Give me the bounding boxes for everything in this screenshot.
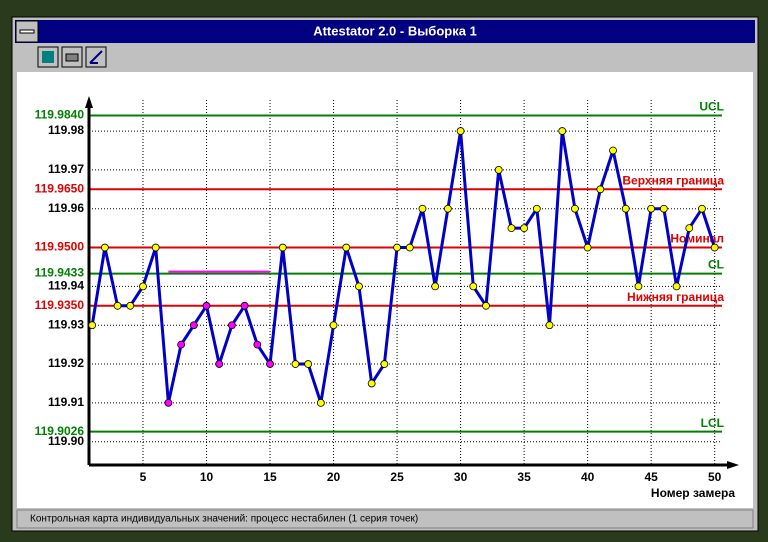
- x-tick-label: 5: [140, 470, 147, 484]
- data-point: [329, 321, 338, 330]
- data-point: [545, 321, 554, 330]
- data-point: [672, 282, 681, 291]
- data-point: [698, 204, 706, 213]
- data-point: [215, 360, 224, 368]
- reference-value-label: 119.9650: [35, 181, 85, 195]
- y-tick-label: 119.92: [48, 356, 84, 370]
- data-point: [126, 301, 135, 310]
- window-title: Attestator 2.0 - Выборка 1: [313, 23, 477, 38]
- data-point: [443, 204, 452, 213]
- y-tick-label: 119.98: [48, 123, 84, 137]
- y-tick-label: 119.90: [48, 434, 84, 448]
- x-tick-label: 25: [390, 470, 404, 484]
- data-point: [621, 204, 630, 213]
- x-tick-label: 40: [581, 470, 595, 484]
- x-tick-label: 30: [454, 470, 468, 484]
- x-tick-label: 15: [263, 470, 277, 484]
- reference-name-label: LCL: [701, 416, 724, 430]
- data-point: [520, 224, 529, 233]
- data-point: [469, 282, 478, 291]
- icon: [65, 53, 79, 62]
- data-point: [253, 340, 262, 349]
- data-point: [418, 204, 427, 213]
- data-point: [189, 321, 198, 330]
- reference-value-label: 119.9026: [35, 424, 85, 438]
- data-point: [393, 243, 401, 252]
- data-point: [367, 379, 376, 388]
- data-point: [571, 204, 579, 213]
- data-point: [659, 204, 668, 213]
- x-tick-label: 50: [708, 470, 722, 484]
- reference-name-label: Номинал: [670, 232, 724, 246]
- data-point: [304, 360, 313, 368]
- data-point: [507, 224, 516, 233]
- data-point: [278, 243, 287, 252]
- data-point: [202, 301, 211, 310]
- data-point: [710, 243, 719, 252]
- x-tick-label: 45: [644, 470, 658, 484]
- data-point: [228, 321, 236, 330]
- data-point: [177, 340, 186, 349]
- y-tick-label: 119.94: [48, 279, 84, 293]
- data-point: [355, 282, 363, 291]
- data-point: [342, 243, 351, 252]
- icon: [89, 50, 103, 64]
- plot: 119.98 119.97 119.96 119.94 119.93 119.92 119.…: [35, 96, 739, 484]
- data-point: [266, 360, 274, 368]
- reference-name-label: Верхняя граница: [622, 173, 724, 187]
- reference-value-label: 119.9433: [35, 266, 85, 280]
- data-point: [634, 282, 643, 291]
- y-tick-label: 119.93: [48, 317, 84, 331]
- status-text: Контрольная карта индивидуальных значени…: [30, 513, 418, 525]
- data-point: [494, 165, 503, 174]
- x-tick-label: 10: [200, 470, 214, 484]
- status-bar: [16, 509, 754, 529]
- data-point: [291, 360, 300, 368]
- data-point: [431, 282, 440, 291]
- reference-name-label: UCL: [699, 100, 724, 114]
- reference-value-label: 119.9500: [35, 240, 85, 254]
- y-tick-label: 119.97: [48, 162, 84, 176]
- data-point: [380, 360, 389, 368]
- data-point: [482, 301, 490, 310]
- data-point: [405, 243, 414, 252]
- x-tick-label: 35: [517, 470, 531, 484]
- data-point: [164, 398, 173, 407]
- data-point: [113, 301, 122, 310]
- data-point: [558, 127, 567, 135]
- reference-value-label: 119.9350: [35, 298, 85, 312]
- data-point: [685, 224, 694, 233]
- reference-value-label: 119.9840: [35, 108, 85, 122]
- data-point: [456, 127, 465, 135]
- data-point: [100, 243, 109, 252]
- x-tick-label: 20: [327, 470, 341, 484]
- data-point: [647, 204, 656, 213]
- data-point: [151, 243, 160, 252]
- data-point: [532, 204, 541, 213]
- data-point: [583, 243, 592, 252]
- system-menu-icon: [19, 29, 35, 34]
- data-point: [240, 301, 249, 310]
- x-axis-arrow: [727, 461, 739, 469]
- y-tick-label: 119.96: [48, 201, 84, 215]
- icon: [42, 51, 54, 63]
- data-point: [596, 185, 605, 194]
- data-point: [139, 282, 147, 291]
- data-point: [88, 321, 97, 330]
- x-axis-label: Номер замера: [651, 486, 735, 500]
- reference-name-label: CL: [708, 258, 724, 272]
- reference-name-label: Нижняя граница: [627, 290, 724, 304]
- title-bar: [15, 20, 755, 43]
- y-axis-arrow: [85, 96, 93, 108]
- data-point: [316, 398, 325, 407]
- toolbar: [15, 44, 755, 70]
- data-point: [609, 146, 617, 155]
- y-tick-label: 119.91: [48, 395, 84, 409]
